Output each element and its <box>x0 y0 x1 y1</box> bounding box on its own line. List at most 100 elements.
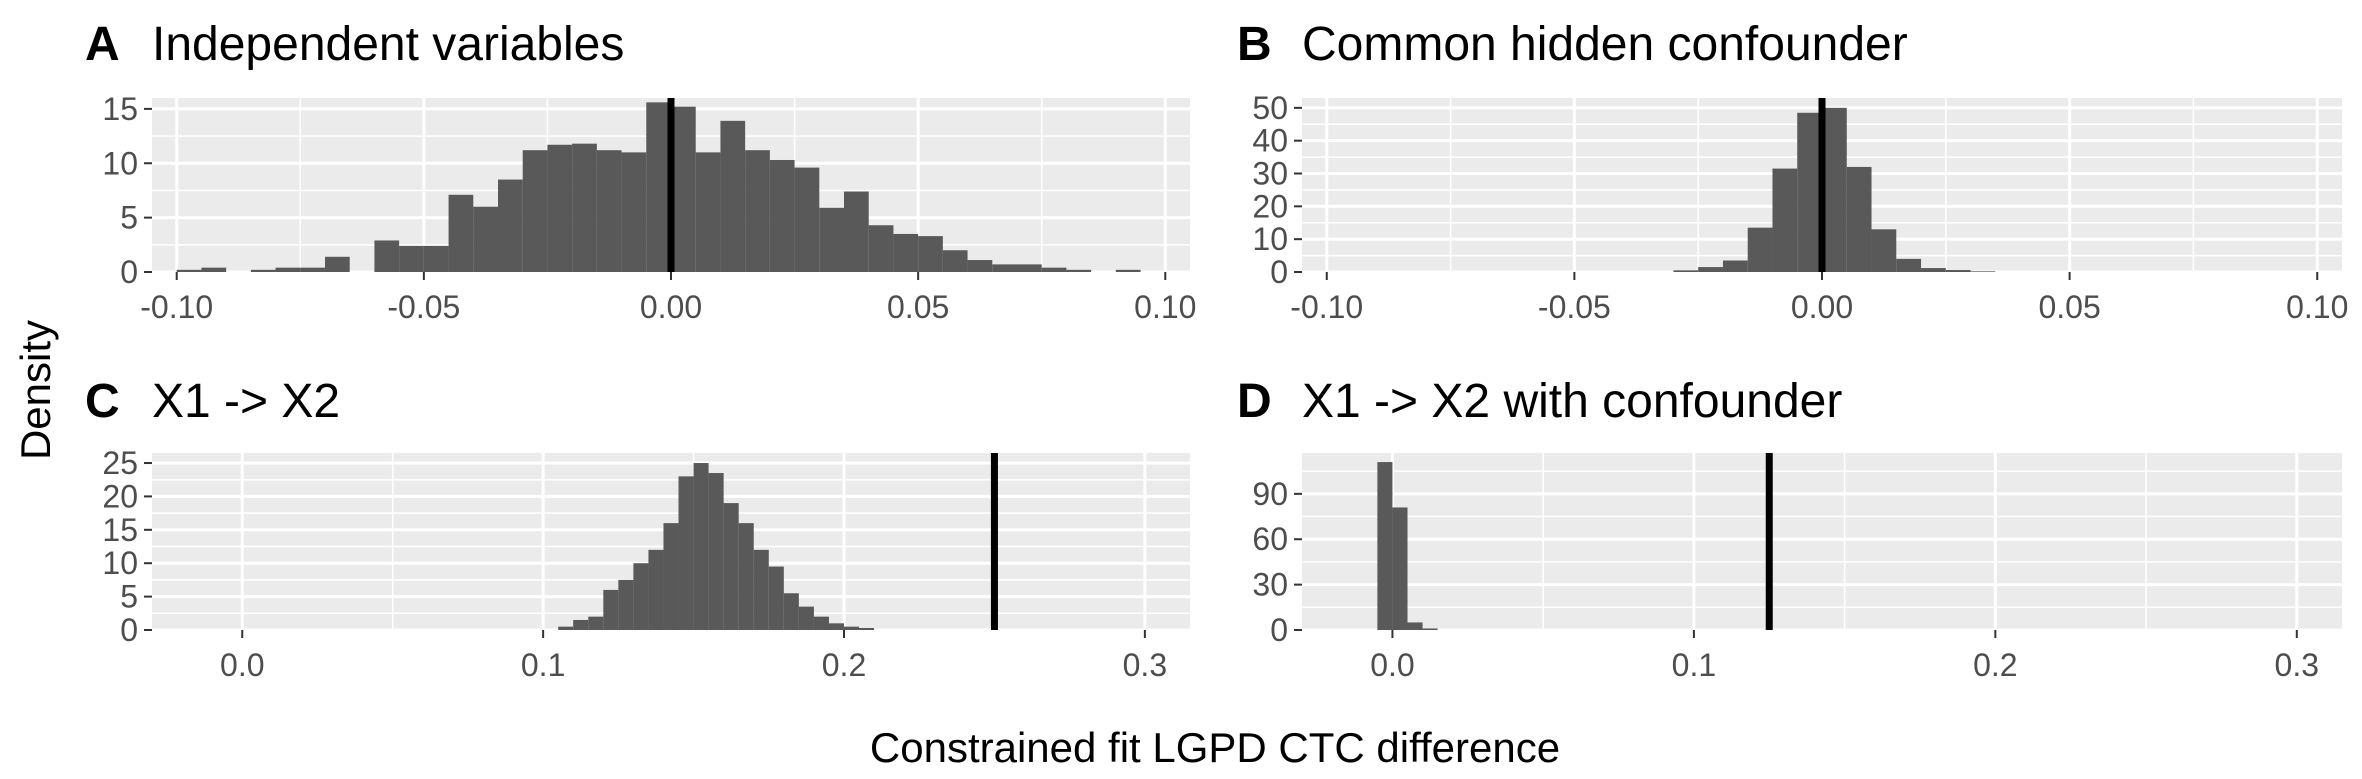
panel-c-y-tick-label: 15 <box>102 512 138 548</box>
panel-b-title: Common hidden confounder <box>1302 18 1908 71</box>
panel-d: D X1 -> X2 with confounder 0.0 0.1 0.2 0.30… <box>1237 375 2342 683</box>
panel-c-bar <box>723 503 739 630</box>
panel-b-bar <box>1673 270 1699 272</box>
panel-c-bar <box>603 589 619 630</box>
panel-a-bar <box>720 120 746 273</box>
panel-d-background <box>1302 453 2342 630</box>
panel-a-x-tick-label: 0.10 <box>1134 289 1196 325</box>
panel-b-bar <box>1797 112 1822 272</box>
panel-c-bar <box>738 523 754 630</box>
panel-c-bar <box>618 579 634 630</box>
y-axis-title: Density <box>12 320 59 460</box>
panel-a-bar <box>522 150 548 272</box>
panel-a-bar <box>498 179 523 272</box>
panel-c-bar <box>588 616 604 630</box>
panel-c-bar <box>798 606 814 630</box>
panel-a-bar <box>399 245 424 272</box>
panel-a: A Independent variables -0.10 -0.05 0.00 0.… <box>85 18 1196 325</box>
panel-d-x-tick-label: 0.0 <box>1370 647 1414 683</box>
panel-c-bar <box>633 563 649 630</box>
panel-a-bar <box>942 250 968 272</box>
panel-a-bar <box>671 106 696 272</box>
panel-a-x-tick-label: -0.05 <box>387 289 460 325</box>
panel-b-x-tick-label: -0.10 <box>1290 289 1363 325</box>
panel-d-plot: 0.0 0.1 0.2 0.3 0 30 60 90 <box>1252 453 2342 683</box>
panel-c-bar <box>558 626 574 630</box>
panel-c-y-tick-label: 25 <box>102 445 138 481</box>
panel-b-bar <box>1822 107 1847 272</box>
panel-d-bar <box>1377 462 1393 630</box>
panel-a-bar <box>893 233 919 272</box>
panel-d-bar <box>1407 622 1423 630</box>
panel-a-bar <box>423 245 449 272</box>
panel-d-y-tick-label: 60 <box>1252 521 1288 557</box>
panel-a-bar <box>1115 269 1141 272</box>
panel-a-bar <box>918 236 943 272</box>
panel-a-bar <box>1017 264 1042 272</box>
panel-c-bar <box>844 626 860 630</box>
panel-b-y-tick-label: 40 <box>1252 123 1288 159</box>
panel-a-bar <box>646 102 671 272</box>
panel-b-bar <box>1896 258 1922 272</box>
panel-c-bar <box>663 523 679 630</box>
panel-d-y-tick-label: 90 <box>1252 476 1288 512</box>
panel-c-bar <box>783 593 799 630</box>
panel-a-bar <box>967 260 993 272</box>
panel-c-letter: C <box>85 375 120 428</box>
panel-b-bar <box>1846 166 1872 272</box>
panel-a-bar <box>1041 267 1067 272</box>
panel-a-bar <box>695 152 721 272</box>
panel-a-bar <box>300 267 325 272</box>
panel-b-y-tick-label: 0 <box>1270 254 1288 290</box>
panel-c-bar <box>859 627 875 630</box>
panel-a-y-tick-label: 5 <box>120 200 138 236</box>
panel-b-y-tick-label: 20 <box>1252 188 1288 224</box>
panel-d-bar <box>1392 507 1408 630</box>
panel-b-x-tick-label: 0.00 <box>1791 289 1853 325</box>
panel-d-x-tick-label: 0.3 <box>2275 647 2319 683</box>
panel-c-y-tick-label: 5 <box>120 579 138 615</box>
panel-a-bar <box>250 269 276 272</box>
panel-a-bar <box>572 143 597 272</box>
panel-b-bar <box>1921 268 1946 272</box>
panel-a-bar <box>868 225 894 272</box>
panel-a-y-tick-label: 15 <box>102 91 138 127</box>
panel-a-bar <box>621 152 647 272</box>
panel-b-y-tick-label: 30 <box>1252 156 1288 192</box>
panel-a-bar <box>794 167 820 272</box>
panel-a-x-tick-label: -0.10 <box>140 289 213 325</box>
panel-c-title: X1 -> X2 <box>152 375 340 428</box>
panel-a-bar <box>374 240 400 272</box>
panel-c-y-tick-label: 20 <box>102 478 138 514</box>
panel-b-bar <box>1698 267 1723 272</box>
panel-b-x-tick-label: 0.10 <box>2286 289 2348 325</box>
panel-b-bar <box>1970 271 1996 272</box>
panel-b-bar <box>1722 260 1748 272</box>
panel-a-bar <box>596 150 622 272</box>
panel-c-bar <box>708 473 724 630</box>
panel-c-y-tick-label: 10 <box>102 545 138 581</box>
panel-a-bar <box>275 267 301 272</box>
panel-b-bar <box>1871 229 1897 272</box>
panel-a-bar <box>325 256 350 272</box>
panel-a-bar <box>473 206 498 272</box>
panel-b-y-tick-label: 10 <box>1252 221 1288 257</box>
panel-a-letter: A <box>85 18 120 71</box>
panel-d-x-tick-label: 0.2 <box>1973 647 2017 683</box>
panel-b-bar <box>1945 270 1971 272</box>
panel-d-bar <box>1422 628 1438 630</box>
panel-a-plot: -0.10 -0.05 0.00 0.05 0.10 0 5 10 15 <box>102 91 1196 325</box>
panel-a-bar <box>201 267 227 272</box>
panel-b-x-tick-label: 0.05 <box>2038 289 2100 325</box>
panel-b: B Common hidden confounder -0.10 -0.05 0.0… <box>1237 18 2348 325</box>
panel-a-bar <box>745 150 770 272</box>
panel-a-x-tick-label: 0.00 <box>640 289 702 325</box>
panel-d-x-tick-label: 0.1 <box>1672 647 1716 683</box>
panel-a-title: Independent variables <box>152 18 624 71</box>
panel-a-bar <box>769 159 795 272</box>
panel-c-x-tick-label: 0.1 <box>521 647 565 683</box>
panel-c-y-tick-label: 0 <box>120 612 138 648</box>
